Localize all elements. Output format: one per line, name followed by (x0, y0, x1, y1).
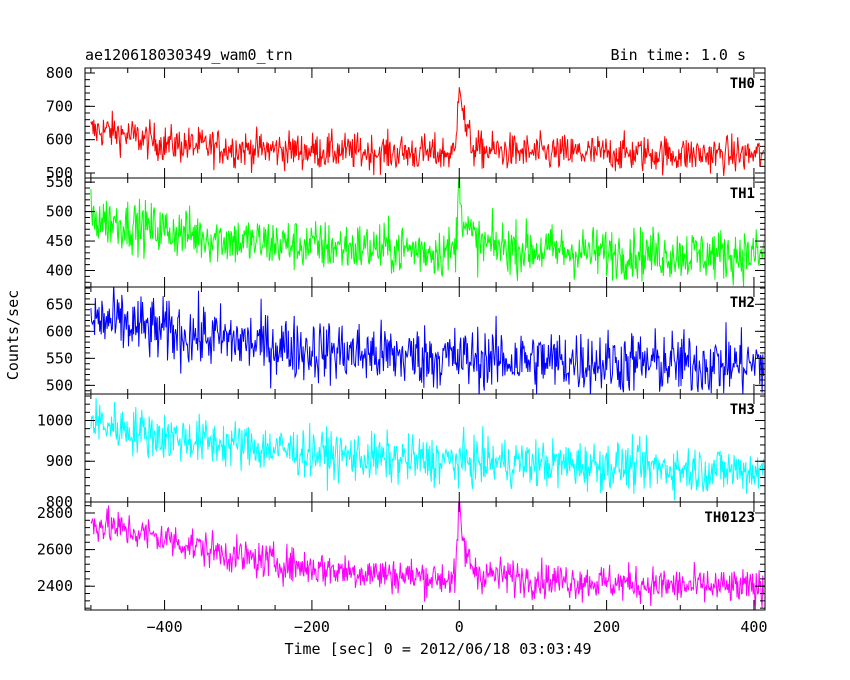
x-tick-label: 0 (455, 618, 464, 636)
y-tick-label: 650 (46, 295, 73, 313)
series-th2-line (90, 287, 764, 394)
panel-th0123: 2400 2600 2800 TH0123 (37, 501, 766, 611)
y-tick-label: 500 (46, 164, 73, 182)
bin-time-label: Bin time: 1.0 s (611, 46, 746, 64)
y-tick-label: 550 (46, 349, 73, 367)
panel-label-th2: TH2 (730, 295, 755, 311)
y-tick-label: 600 (46, 131, 73, 149)
series-th0-line (90, 87, 764, 177)
y-tick-label: 550 (46, 173, 73, 191)
panel-label-th1: TH1 (730, 186, 755, 202)
panel-th3: 800 900 1000 TH3 (37, 393, 766, 511)
x-tick-label: −400 (147, 618, 183, 636)
series-th3-line (90, 397, 764, 501)
x-tick-label: 200 (593, 618, 620, 636)
y-tick-label: 600 (46, 322, 73, 340)
y-tick-label: 1000 (37, 411, 73, 429)
y-tick-label: 900 (46, 452, 73, 470)
y-tick-label: 800 (46, 64, 73, 82)
panel-th0: 500 600 700 800 TH0 (46, 64, 766, 182)
y-tick-label: 2400 (37, 577, 73, 595)
y-tick-label: 450 (46, 232, 73, 250)
series-th0123-line (90, 502, 764, 610)
x-tick-label: −200 (294, 618, 330, 636)
y-tick-label: 2800 (37, 504, 73, 522)
x-tick-label: 400 (740, 618, 767, 636)
figure-title: ae120618030349_wam0_trn (85, 46, 293, 64)
panel-frame (84, 501, 766, 611)
y-tick-label: 2600 (37, 541, 73, 559)
y-tick-label: 500 (46, 203, 73, 221)
y-tick-label: 400 (46, 262, 73, 280)
panel-label-th0: TH0 (730, 76, 755, 92)
y-tick-label: 500 (46, 376, 73, 394)
x-axis-label: Time [sec] 0 = 2012/06/18 03:03:49 (284, 640, 591, 658)
panel-label-th0123: TH0123 (704, 510, 755, 526)
y-tick-label: 800 (46, 493, 73, 511)
series-th1-line (90, 178, 764, 287)
panel-th2: 500 550 600 650 TH2 (46, 286, 766, 395)
panel-th1: 400 450 500 550 TH1 (46, 173, 766, 288)
panel-label-th3: TH3 (730, 402, 755, 418)
y-axis-label: Counts/sec (4, 290, 22, 380)
y-tick-label: 700 (46, 97, 73, 115)
panels-group: 500600700800TH0400450500550TH15005506006… (37, 64, 768, 636)
